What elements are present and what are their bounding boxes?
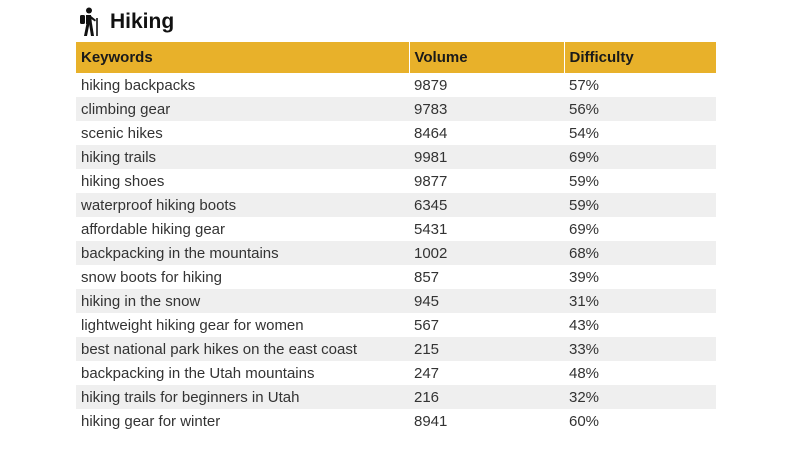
table-row: hiking trails 9981 69% [76, 145, 716, 169]
difficulty-cell: 39% [569, 268, 600, 286]
column-header-volume[interactable]: Volume [408, 42, 564, 73]
page-title: Hiking [110, 10, 175, 33]
table-row: hiking gear for winter 8941 60% [76, 409, 716, 433]
page-title-row: Hiking [78, 6, 174, 38]
keyword-cell: climbing gear [81, 100, 171, 118]
volume-cell: 247 [414, 364, 440, 382]
table-row: waterproof hiking boots 6345 59% [76, 193, 716, 217]
volume-cell: 5431 [414, 220, 448, 238]
difficulty-cell: 69% [569, 148, 600, 166]
difficulty-cell: 68% [569, 244, 600, 262]
table-body: hiking backpacks 9879 57% climbing gear … [76, 73, 716, 433]
table-row: hiking shoes 9877 59% [76, 169, 716, 193]
column-header-difficulty[interactable]: Difficulty [563, 42, 716, 73]
table-row: scenic hikes 8464 54% [76, 121, 716, 145]
difficulty-cell: 32% [569, 388, 600, 406]
volume-cell: 6345 [414, 196, 448, 214]
volume-cell: 215 [414, 340, 440, 358]
keyword-cell: backpacking in the mountains [81, 244, 279, 262]
difficulty-cell: 48% [569, 364, 600, 382]
difficulty-cell: 31% [569, 292, 600, 310]
volume-cell: 567 [414, 316, 440, 334]
volume-cell: 9877 [414, 172, 448, 190]
table-row: hiking backpacks 9879 57% [76, 73, 716, 97]
column-header-keywords[interactable]: Keywords [81, 49, 153, 66]
difficulty-cell: 57% [569, 76, 600, 94]
keyword-cell: hiking backpacks [81, 76, 196, 94]
difficulty-cell: 60% [569, 412, 600, 430]
volume-cell: 945 [414, 292, 440, 310]
table-row: snow boots for hiking 857 39% [76, 265, 716, 289]
keyword-cell: hiking in the snow [81, 292, 201, 310]
table-row: hiking in the snow 945 31% [76, 289, 716, 313]
hiker-icon [78, 7, 102, 37]
difficulty-cell: 54% [569, 124, 600, 142]
table-row: backpacking in the Utah mountains 247 48… [76, 361, 716, 385]
difficulty-cell: 56% [569, 100, 600, 118]
keyword-cell: backpacking in the Utah mountains [81, 364, 315, 382]
keyword-cell: scenic hikes [81, 124, 163, 142]
difficulty-cell: 59% [569, 196, 600, 214]
keyword-cell: hiking gear for winter [81, 412, 221, 430]
keyword-cell: affordable hiking gear [81, 220, 225, 238]
volume-cell: 9879 [414, 76, 448, 94]
volume-cell: 857 [414, 268, 440, 286]
keyword-cell: hiking trails for beginners in Utah [81, 388, 300, 406]
header-row: Keywords Volume Difficulty [76, 42, 716, 73]
volume-cell: 216 [414, 388, 440, 406]
table-row: climbing gear 9783 56% [76, 97, 716, 121]
difficulty-cell: 69% [569, 220, 600, 238]
volume-cell: 8941 [414, 412, 448, 430]
table-row: affordable hiking gear 5431 69% [76, 217, 716, 241]
table-row: lightweight hiking gear for women 567 43… [76, 313, 716, 337]
volume-cell: 9981 [414, 148, 448, 166]
keyword-cell: lightweight hiking gear for women [81, 316, 304, 334]
difficulty-cell: 59% [569, 172, 600, 190]
keyword-cell: hiking trails [81, 148, 157, 166]
table-header: Keywords Volume Difficulty [76, 42, 716, 73]
difficulty-cell: 43% [569, 316, 600, 334]
table-row: best national park hikes on the east coa… [76, 337, 716, 361]
volume-cell: 9783 [414, 100, 448, 118]
table-row: hiking trails for beginners in Utah 216 … [76, 385, 716, 409]
volume-cell: 8464 [414, 124, 448, 142]
keyword-cell: best national park hikes on the east coa… [81, 340, 358, 358]
keyword-cell: waterproof hiking boots [81, 196, 237, 214]
table-row: backpacking in the mountains 1002 68% [76, 241, 716, 265]
difficulty-cell: 33% [569, 340, 600, 358]
keyword-cell: snow boots for hiking [81, 268, 222, 286]
keyword-cell: hiking shoes [81, 172, 165, 190]
volume-cell: 1002 [414, 244, 448, 262]
keywords-table: Keywords Volume Difficulty hiking backpa… [76, 42, 716, 433]
